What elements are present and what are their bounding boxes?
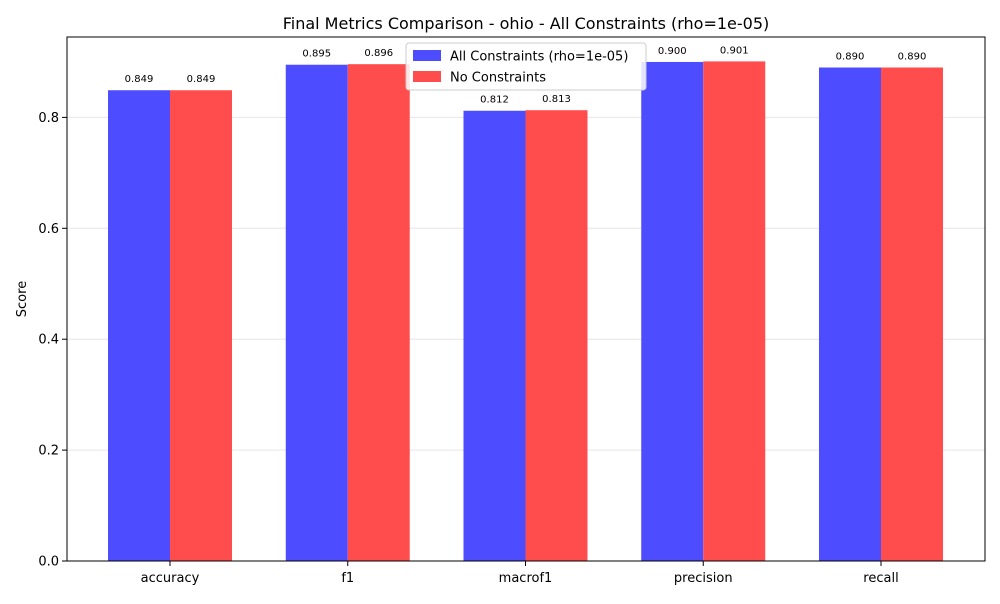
legend-swatch [413,71,441,82]
legend-label: All Constraints (rho=1e-05) [450,50,628,65]
x-tick-label: recall [863,571,898,586]
y-tick-label: 0.8 [38,111,59,126]
bar [819,67,881,562]
bar [463,110,526,562]
x-tick-label: precision [674,571,733,586]
x-tick-label: macrof1 [499,571,553,586]
bar [170,90,232,561]
legend-swatch [413,50,441,61]
x-tick-label: f1 [341,571,354,586]
y-tick-label: 0.6 [38,222,59,237]
y-tick-label: 0.2 [38,444,59,459]
bar [347,64,410,561]
y-tick-label: 0.4 [38,333,59,348]
legend-label: No Constraints [450,71,546,86]
bar [108,90,170,561]
data-label: 0.900 [658,46,687,57]
data-label: 0.890 [836,51,865,62]
bar [641,61,704,561]
legend: All Constraints (rho=1e-05) No Constraint… [405,42,647,91]
y-axis: 0.0 0.2 0.4 0.6 0.8 [38,111,67,570]
x-tick-label: accuracy [141,571,200,586]
bar [525,110,588,561]
data-label: 0.901 [720,45,749,56]
data-label: 0.849 [187,74,216,85]
y-tick-label: 0.0 [38,555,59,570]
data-label: 0.896 [364,48,393,59]
y-axis-label: Score [15,281,30,317]
data-label: 0.849 [125,74,154,85]
data-label: 0.813 [542,94,571,105]
bars [108,61,943,562]
bar [703,61,766,561]
legend-box [405,42,647,91]
x-axis: accuracy f1 macrof1 precision recall [141,561,899,586]
data-label: 0.890 [898,51,927,62]
data-label: 0.895 [302,49,331,60]
chart-title: Final Metrics Comparison - ohio - All Co… [283,14,770,33]
data-label: 0.812 [480,95,509,106]
data-labels: 0.849 0.849 0.895 0.896 0.812 0.813 0.900 0.901… [125,45,927,105]
bar [881,67,943,562]
bar [285,64,348,562]
